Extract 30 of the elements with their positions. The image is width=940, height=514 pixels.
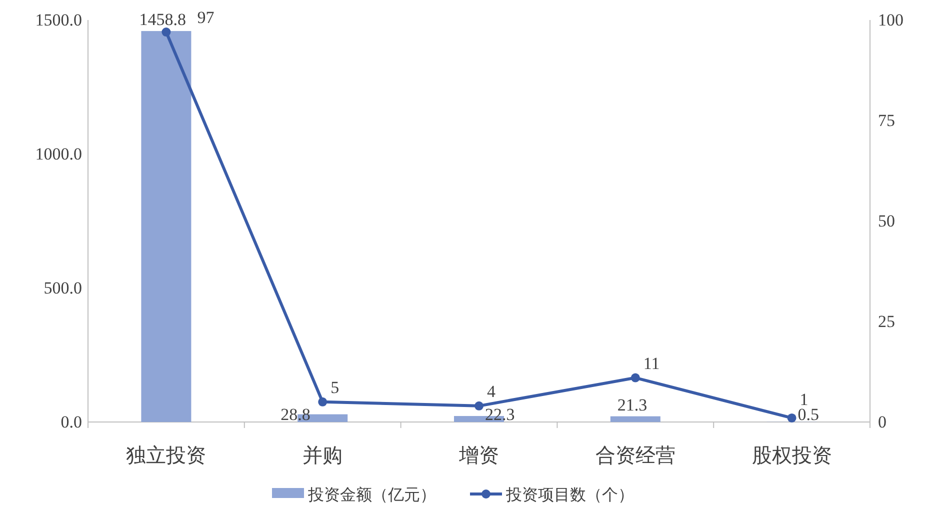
y2-tick-label: 0 [878,412,886,432]
y-tick-label: 0.0 [60,412,82,432]
data-label: 5 [330,378,340,397]
point [630,373,640,382]
point [162,28,171,37]
y2-tick-label: 75 [878,111,895,130]
x-tick-label: 独立投资 [126,445,206,467]
data-label: 11 [643,354,660,373]
bar [610,416,660,422]
point [318,397,328,406]
x-tick-label: 并购 [302,445,343,467]
data-label: 21.3 [617,395,648,414]
x-tick-label: 股权投资 [752,445,832,467]
point [787,413,796,422]
data-label: 1458.8 [139,10,186,30]
legend-label: 投资项目数（个） [505,486,634,504]
x-tick-label: 合资经营 [595,445,676,467]
data-label: 28.8 [280,405,310,424]
y-tick-label: 1500.0 [35,10,82,30]
data-label: 97 [197,8,215,28]
y-tick-label: 500.0 [44,278,82,298]
y2-tick-label: 100 [878,10,904,30]
y2-tick-label: 50 [878,212,895,230]
bar [141,31,192,422]
y2-tick-label: 25 [878,312,895,331]
point [474,401,484,410]
y-tick-label: 1000.0 [35,144,82,164]
x-tick-label: 增资 [458,445,499,467]
data-label: 4 [487,382,496,401]
legend-label: 投资金额（亿元） [307,486,436,504]
